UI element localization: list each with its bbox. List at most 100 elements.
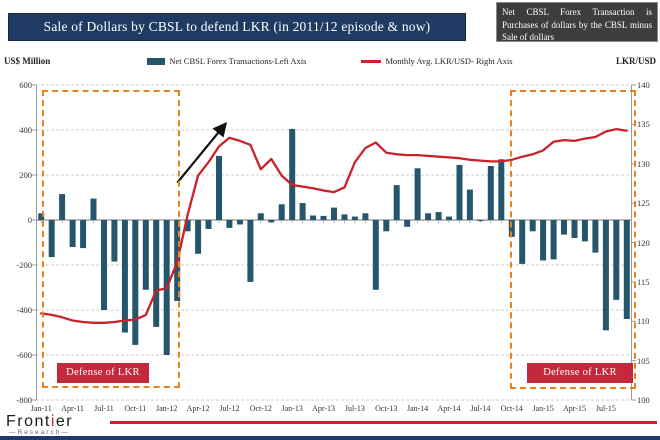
chart-legend: Net CBSL Forex Transactions-Left Axis Mo… [0,56,660,66]
x-axis-tick-label: Apr-11 [61,404,84,413]
x-axis-tick-label: Oct-14 [500,404,523,413]
x-axis-tick-label: Oct-11 [124,404,147,413]
x-axis-tick-label: Jul-12 [219,404,240,413]
left-axis-tick-label: 600 [19,80,32,90]
x-axis-tick-label: Oct-12 [249,404,272,413]
bar-Nov-12 [268,220,275,223]
brand-accent-i: i [50,413,56,430]
bar-Nov-14 [519,220,526,264]
bar-Sep-11 [121,220,128,333]
bar-Jan-13 [289,128,296,220]
lkr-usd-line [40,127,628,324]
left-axis-tick-label: 400 [19,125,32,135]
bar-Jul-13 [351,216,358,220]
info-note-text: Net CBSL Forex Transaction is Purchases … [502,7,652,43]
bar-Mar-12 [184,220,191,232]
bar-Sep-12 [247,220,254,282]
bar-Apr-14 [446,216,452,220]
bar-Apr-15 [571,220,578,238]
bar-Jul-14 [477,220,484,222]
bar-Dec-14 [529,220,536,232]
bar-May-14 [456,164,463,220]
bar-Feb-14 [425,213,432,221]
bar-Jun-13 [341,214,348,220]
left-axis-tick-label: -200 [16,260,32,270]
bar-Feb-11 [48,220,55,258]
right-axis-tick-label: 105 [637,355,650,366]
bar-Aug-15 [613,220,620,300]
bar-Mar-13 [310,215,317,220]
frontier-logo: Frontier [6,413,73,431]
page-title-text: Sale of Dollars by CBSL to defend LKR (i… [43,19,431,34]
combo-chart-plot [32,84,636,401]
bar-Sep-15 [623,220,630,319]
defense-of-lkr-label-2: Defense of LKR [526,362,633,383]
page-title: Sale of Dollars by CBSL to defend LKR (i… [8,13,466,41]
x-axis-tick-label: Apr-15 [563,404,586,413]
x-axis-tick-label: Jul-14 [470,404,491,413]
x-axis-tick-label: Jul-15 [595,404,616,413]
info-note: Net CBSL Forex Transaction is Purchases … [496,2,658,42]
legend-line-label: Monthly Avg. LKR/USD- Right Axis [385,56,513,66]
bar-Jun-11 [90,198,97,220]
bar-Jun-15 [592,220,599,253]
bar-Oct-13 [383,220,390,232]
bar-Jun-14 [466,189,473,220]
frontier-research-subtitle: —Research— [9,429,70,436]
bar-Dec-13 [404,220,411,227]
right-axis-tick-label: 125 [637,198,650,209]
x-axis-tick-label: Jan-13 [281,404,303,413]
left-axis-tick-label: 0 [27,215,32,225]
bar-Nov-13 [393,185,400,220]
bar-Jun-12 [216,155,222,220]
bar-Jan-14 [414,168,421,221]
x-axis-tick-label: Jul-13 [344,404,365,413]
bar-Sep-13 [372,220,379,290]
defense-period-box-2011 [41,90,181,389]
bar-May-15 [581,220,588,242]
x-axis-tick-label: Apr-12 [186,404,210,413]
x-axis-tick-label: Apr-14 [437,404,461,413]
x-axis-tick-label: Jul-11 [94,404,114,413]
bar-Oct-12 [257,213,264,221]
bar-Apr-13 [320,215,327,220]
bar-Jul-11 [101,220,107,310]
right-axis-unit-label: LKR/USD [615,56,656,66]
x-axis-tick-label: Jan-15 [532,404,554,413]
footer-red-rule [110,421,657,424]
right-axis-tick-label: 130 [637,158,650,169]
right-axis-tick-label: 110 [637,316,650,327]
legend-item-line: Monthly Avg. LKR/USD- Right Axis [361,56,513,66]
bar-Apr-12 [195,220,202,254]
trend-arrow-icon [176,121,228,184]
x-axis-tick-label: Jan-12 [156,404,178,413]
right-axis-tick-label: 100 [637,395,650,405]
bar-Dec-11 [153,220,160,327]
bar-Apr-11 [69,220,76,247]
bar-Nov-11 [142,220,149,290]
brand-text-front: Front [6,413,51,430]
left-axis-unit-label: US$ Million [4,56,51,66]
line-series-swatch-icon [361,59,382,63]
left-axis-tick-label: -400 [16,305,32,315]
bar-Feb-13 [299,203,306,220]
x-axis-tick-label: Jan-14 [406,404,429,413]
right-axis-tick-label: 135 [637,119,650,130]
bottom-navy-bar [0,436,660,440]
bar-May-11 [80,220,87,249]
bar-Dec-12 [278,204,285,221]
bar-Aug-12 [236,220,243,225]
bar-Jul-15 [602,220,609,331]
right-axis-tick-label: 120 [637,237,650,248]
right-axis-tick-label: 140 [637,80,650,90]
bar-Jan-11 [38,213,45,221]
bar-Sep-14 [498,159,505,221]
defense-of-lkr-label-1: Defense of LKR [56,362,149,383]
left-axis-tick-label: 200 [19,170,32,180]
bar-Feb-15 [550,220,557,260]
bar-Jan-15 [540,220,547,261]
defense-period-box-2015 [509,90,637,389]
x-axis-tick-label: Oct-13 [375,404,398,413]
left-axis-tick-label: -600 [16,350,32,360]
bar-Aug-11 [111,220,118,262]
